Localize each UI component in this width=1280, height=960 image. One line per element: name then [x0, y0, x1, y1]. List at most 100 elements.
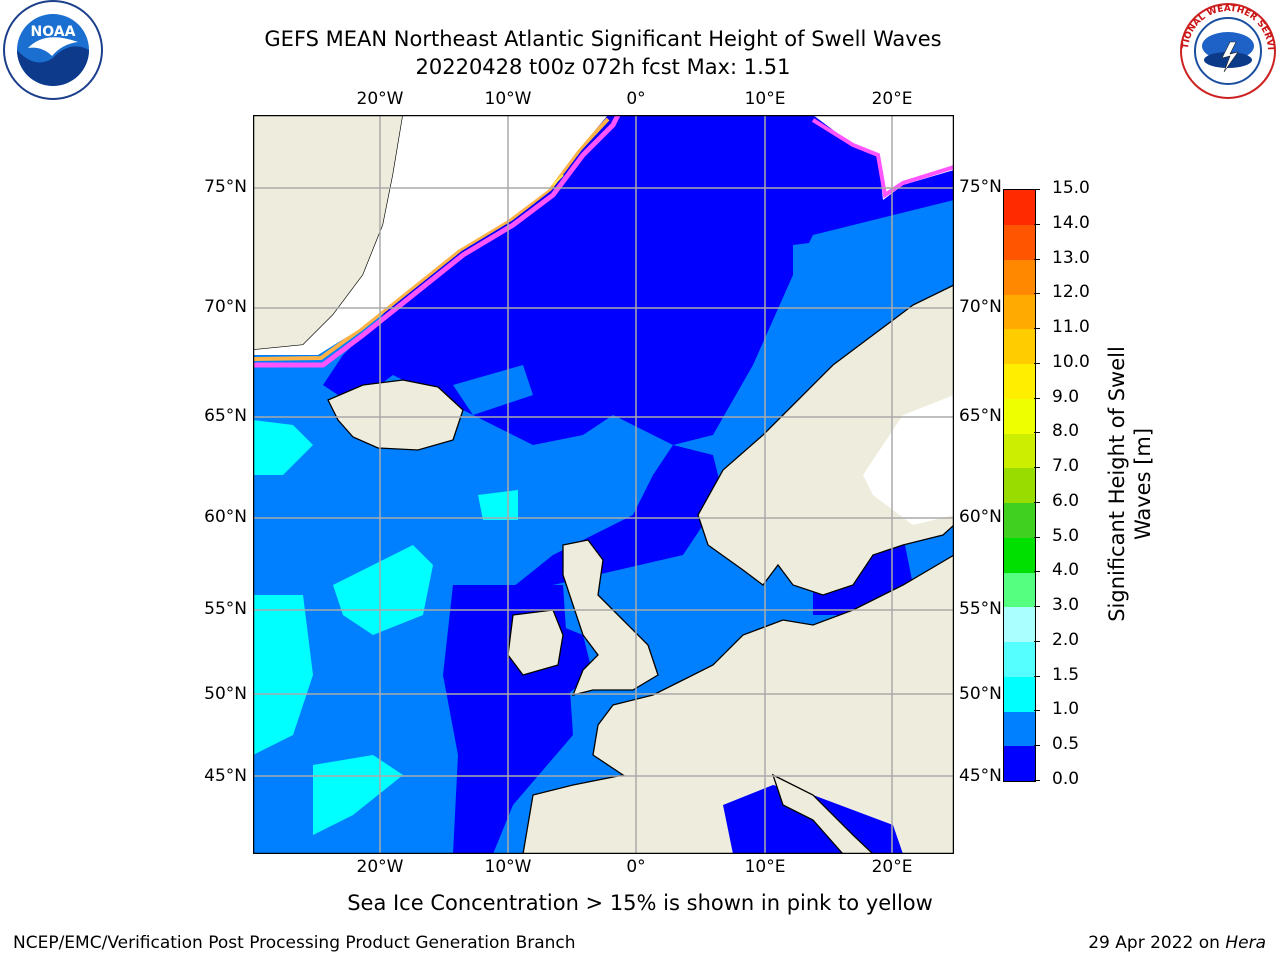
- colorbar-tick-mark: [1034, 501, 1040, 503]
- colorbar-label-line2: Waves [m]: [1131, 427, 1155, 541]
- lat-label-right-45n: 45°N: [959, 766, 1002, 786]
- lat-label-right-55n: 55°N: [959, 599, 1002, 619]
- lon-label-bottom-20e: 20°E: [871, 857, 913, 877]
- colorbar-tick-mark: [1034, 467, 1040, 469]
- lat-label-left-65n: 65°N: [204, 406, 247, 426]
- colorbar-segment: [1004, 572, 1035, 608]
- colorbar-segment: [1004, 433, 1035, 469]
- colorbar-tick-mark: [1034, 780, 1040, 781]
- colorbar-segment: [1004, 468, 1035, 504]
- colorbar-tick-mark: [1034, 223, 1040, 225]
- colorbar-tick-mark: [1034, 745, 1040, 747]
- colorbar-tick-mark: [1034, 432, 1040, 434]
- baltic-ice-area: [863, 395, 954, 525]
- colorbar-tick-mark: [1034, 189, 1040, 190]
- colorbar-tick-label: 5.0: [1052, 525, 1080, 546]
- map-panel: [253, 115, 954, 854]
- colorbar-tick-label: 6.0: [1052, 490, 1080, 511]
- colorbar-segment: [1004, 329, 1035, 365]
- colorbar-label-line1: Significant Height of Swell: [1105, 346, 1129, 622]
- ireland-land: [507, 609, 564, 676]
- colorbar-tick-mark: [1034, 675, 1040, 677]
- colorbar-tick-mark: [1034, 328, 1040, 330]
- colorbar-tick-mark: [1034, 571, 1040, 573]
- lat-label-left-60n: 60°N: [204, 507, 247, 527]
- colorbar-segment: [1004, 363, 1035, 399]
- lat-label-right-75n: 75°N: [959, 177, 1002, 197]
- colorbar-tick-label: 4.0: [1052, 560, 1080, 581]
- colorbar-ticks: 0.0 0.5 1.0 1.5 2.0 3.0 4.0 5.0 6.0 7.0 8.0 9.0 10.0…: [1034, 178, 1094, 789]
- colorbar-tick-label: 12.0: [1052, 282, 1090, 303]
- lat-label-left-50n: 50°N: [204, 684, 247, 704]
- colorbar-segment: [1004, 294, 1035, 330]
- colorbar-tick-mark: [1034, 258, 1040, 260]
- sea-ice-edge: [253, 115, 621, 368]
- footer-left: NCEP/EMC/Verification Post Processing Pr…: [13, 933, 576, 953]
- lat-label-left-45n: 45°N: [204, 766, 247, 786]
- colorbar-tick-mark: [1034, 397, 1040, 399]
- lat-label-right-60n: 60°N: [959, 507, 1002, 527]
- colorbar-segment: [1004, 502, 1035, 538]
- colorbar-segment: [1004, 259, 1035, 295]
- footer-date: 29 Apr 2022 on: [1088, 933, 1226, 953]
- colorbar-tick-mark: [1034, 606, 1040, 608]
- lat-label-left-75n: 75°N: [204, 177, 247, 197]
- lon-label-bottom-20w: 20°W: [356, 857, 404, 877]
- great-britain-land: [562, 539, 659, 696]
- nws-logo: NATIONAL WEATHER SERVICE: [1178, 2, 1276, 99]
- lon-label-top-20w: 20°W: [356, 89, 404, 109]
- colorbar-tick-label: 2.0: [1052, 629, 1080, 650]
- colorbar-tick-label: 8.0: [1052, 421, 1080, 442]
- colorbar-segment: [1004, 224, 1035, 260]
- lon-label-bottom-10w: 10°W: [484, 857, 532, 877]
- lon-label-top-20e: 20°E: [871, 89, 913, 109]
- colorbar-segment: [1004, 190, 1035, 225]
- colorbar-tick-label: 3.0: [1052, 595, 1080, 616]
- noaa-logo-text: NOAA: [31, 24, 76, 40]
- colorbar-tick-mark: [1034, 536, 1040, 538]
- lon-label-bottom-10e: 10°E: [744, 857, 786, 877]
- map-title-line1: GEFS MEAN Northeast Atlantic Significant…: [264, 27, 942, 51]
- colorbar-segment: [1004, 676, 1035, 712]
- colorbar-tick-label: 7.0: [1052, 456, 1080, 477]
- iceland-land: [327, 379, 464, 451]
- lon-label-top-0: 0°: [626, 89, 646, 109]
- colorbar-tick-label: 1.0: [1052, 699, 1080, 720]
- colorbar-tick-mark: [1034, 640, 1040, 642]
- colorbar-tick-label: 0.5: [1052, 734, 1080, 755]
- colorbar-tick-label: 15.0: [1052, 178, 1090, 198]
- colorbar-segment: [1004, 641, 1035, 677]
- map-title-line2: 20220428 t00z 072h fcst Max: 1.51: [415, 55, 791, 79]
- colorbar-segment: [1004, 711, 1035, 747]
- lon-label-top-10e: 10°E: [744, 89, 786, 109]
- colorbar-segment: [1004, 398, 1035, 434]
- colorbar-tick-label: 11.0: [1052, 317, 1090, 338]
- colorbar-segment: [1004, 746, 1035, 782]
- colorbar-tick-label: 14.0: [1052, 212, 1090, 233]
- lon-label-bottom-0: 0°: [626, 857, 646, 877]
- footer-right: 29 Apr 2022 on Hera: [1088, 933, 1266, 953]
- lat-label-right-50n: 50°N: [959, 684, 1002, 704]
- colorbar-tick-mark: [1034, 293, 1040, 295]
- italy-land: [771, 773, 874, 854]
- lat-label-right-70n: 70°N: [959, 297, 1002, 317]
- colorbar-segment: [1004, 537, 1035, 573]
- noaa-logo: NOAA: [3, 0, 103, 100]
- graticule: [253, 115, 954, 854]
- cyan-swell-west: [253, 420, 313, 475]
- colorbar-tick-mark: [1034, 710, 1040, 712]
- colorbar-tick-label: 10.0: [1052, 351, 1090, 372]
- colorbar-tick-label: 13.0: [1052, 247, 1090, 268]
- colorbar-tick-label: 0.0: [1052, 769, 1080, 789]
- europe-land: [522, 554, 954, 854]
- colorbar-segment: [1004, 607, 1035, 643]
- sea-ice-note: Sea Ice Concentration > 15% is shown in …: [347, 891, 933, 915]
- colorbar-tick-mark: [1034, 362, 1040, 364]
- colorbar: [1003, 189, 1036, 782]
- colorbar-tick-label: 9.0: [1052, 386, 1080, 407]
- lat-label-left-55n: 55°N: [204, 599, 247, 619]
- lon-label-top-10w: 10°W: [484, 89, 532, 109]
- footer-host: Hera: [1225, 933, 1266, 953]
- lat-label-right-65n: 65°N: [959, 406, 1002, 426]
- colorbar-tick-label: 1.5: [1052, 664, 1080, 685]
